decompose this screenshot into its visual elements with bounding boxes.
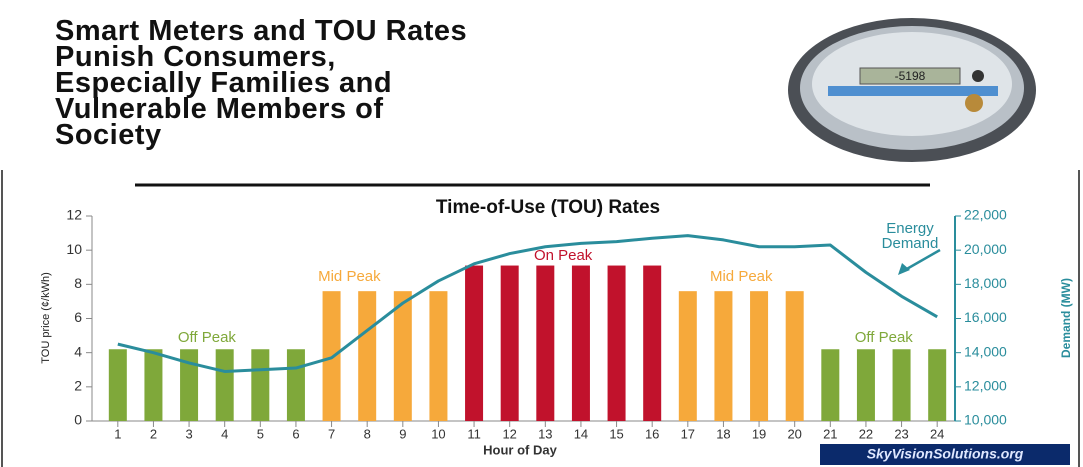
bar [144,349,162,421]
arrow-head [898,263,910,275]
y2-tick-label: 18,000 [964,275,1007,291]
x-tick-label: 3 [185,426,192,441]
x-tick-label: 10 [431,426,445,441]
x-tick-label: 15 [609,426,623,441]
bar [893,349,911,421]
y-tick-label: 4 [74,343,82,359]
bar [394,291,412,421]
bar [465,266,483,421]
headline-line: Society [55,122,467,148]
bar [714,291,732,421]
headline: Smart Meters and TOU Rates Punish Consum… [55,18,467,148]
bar [358,291,376,421]
bar [216,349,234,421]
bar [501,266,519,421]
y-tick-label: 6 [74,309,82,325]
x-tick-label: 19 [752,426,766,441]
bar [572,266,590,421]
bar [928,349,946,421]
x-tick-label: 14 [574,426,588,441]
watermark: SkyVisionSolutions.org [867,446,1024,462]
x-tick-label: 6 [292,426,299,441]
x-tick-label: 8 [364,426,371,441]
y2-tick-label: 16,000 [964,309,1007,325]
y-tick-label: 12 [66,207,82,223]
x-tick-label: 11 [467,426,481,441]
x-tick-label: 21 [823,426,837,441]
x-tick-label: 18 [716,426,730,441]
bar [608,266,626,421]
x-tick-label: 7 [328,426,335,441]
x-tick-label: 13 [538,426,552,441]
y-tick-label: 8 [74,275,82,291]
y2-tick-label: 22,000 [964,207,1007,223]
bar [750,291,768,421]
annotation: On Peak [534,247,593,264]
y-tick-label: 0 [74,412,82,428]
y2-tick-label: 10,000 [964,412,1007,428]
x-tick-label: 17 [681,426,695,441]
chart-title: Time-of-Use (TOU) Rates [436,197,660,218]
bar [821,349,839,421]
annotation: Mid Peak [318,268,381,285]
bar [287,349,305,421]
x-axis-label: Hour of Day [483,442,557,457]
y-tick-label: 2 [74,378,82,394]
annotation: Off Peak [178,329,237,346]
bar [679,291,697,421]
x-tick-label: 24 [930,426,944,441]
x-tick-label: 22 [859,426,873,441]
arrow [905,250,940,270]
bar [109,349,127,421]
x-tick-label: 16 [645,426,659,441]
y2-tick-label: 20,000 [964,241,1007,257]
x-tick-label: 9 [399,426,406,441]
bar [786,291,804,421]
x-tick-label: 12 [502,426,516,441]
bar [429,291,447,421]
y2-tick-label: 12,000 [964,378,1007,394]
meter-reading: -5198 [895,69,926,83]
annotation: Mid Peak [710,268,773,285]
x-tick-label: 5 [257,426,264,441]
bar [643,266,661,421]
series-label: Energy Demand [860,221,960,251]
demand-line [118,236,937,372]
x-tick-label: 4 [221,426,228,441]
y2-tick-label: 14,000 [964,343,1007,359]
bar [251,349,269,421]
x-tick-label: 23 [894,426,908,441]
y2-axis-label: Demand (MW) [1059,278,1073,358]
meter: -5198 [788,18,1036,162]
x-tick-label: 1 [114,426,121,441]
page: -5198 Time-of-Use (TOU) Rates Hour of Da… [0,0,1083,467]
bar [536,266,554,421]
x-tick-label: 2 [150,426,157,441]
bar [857,349,875,421]
y-axis-label: TOU price (¢/kWh) [40,272,52,363]
annotation: Off Peak [855,329,914,346]
x-tick-label: 20 [787,426,801,441]
y-tick-label: 10 [66,241,82,257]
